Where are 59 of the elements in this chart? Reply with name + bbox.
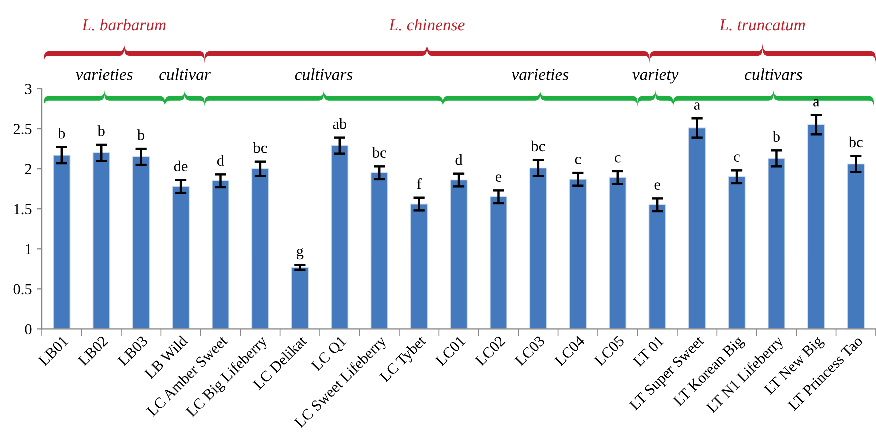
annotation: ab: [333, 118, 347, 130]
text: L. barbarum: [82, 18, 166, 31]
bar: [92, 152, 110, 330]
y-tick-label: 1.5: [14, 204, 32, 215]
bar: [252, 168, 270, 330]
bar: [530, 168, 548, 330]
x-tick-label: LT 01: [632, 336, 665, 368]
annotation: c: [734, 154, 740, 162]
annotation: e: [496, 174, 502, 182]
text: varieties: [512, 69, 569, 80]
bar: [331, 145, 349, 330]
text: variety: [632, 69, 679, 84]
bar: [490, 196, 508, 330]
y-tick-label: 3: [25, 84, 32, 94]
text: cultivars: [745, 68, 802, 80]
annotation: e: [654, 182, 660, 190]
bar: [609, 177, 627, 330]
bar: [768, 158, 786, 330]
text: cultivars: [295, 68, 353, 80]
bar: [410, 204, 428, 330]
annotation: de: [174, 160, 188, 172]
bar: [728, 176, 746, 330]
y-tick-label: 1: [26, 244, 32, 254]
y-tick-label: 0: [25, 324, 32, 335]
annotation: bc: [531, 140, 546, 152]
annotation: bc: [848, 136, 863, 148]
annotation: a: [814, 99, 820, 107]
annotation: d: [456, 154, 463, 166]
bar: [847, 164, 865, 330]
bar: [291, 267, 309, 330]
bar: [808, 124, 826, 330]
annotation: bc: [253, 142, 268, 154]
y-tick-label: 2: [25, 164, 32, 174]
y-tick-label: 0.5: [14, 284, 32, 295]
bar: [172, 186, 190, 330]
bar: [450, 180, 468, 330]
annotation: b: [772, 131, 780, 142]
bar: [212, 180, 230, 330]
bar: [569, 179, 587, 330]
y-tick-label: 2.5: [14, 124, 32, 135]
bar: [648, 204, 666, 330]
annotation: bc: [372, 147, 386, 158]
text: L. truncatum: [720, 20, 806, 31]
annotation: b: [138, 130, 145, 140]
text: varieties: [76, 69, 133, 80]
annotation: a: [694, 102, 700, 110]
annotation: f: [417, 178, 422, 190]
annotation: b: [58, 128, 66, 139]
annotation: b: [98, 126, 105, 136]
bar: [370, 172, 388, 330]
text: cultivar: [160, 68, 211, 80]
bar: [688, 128, 706, 330]
annotation: d: [217, 155, 224, 166]
annotation: g: [297, 248, 304, 260]
annotation: c: [615, 155, 621, 163]
annotation: c: [575, 157, 582, 164]
bar: [53, 155, 71, 330]
bar: [132, 156, 150, 330]
text: L. chinense: [389, 18, 465, 31]
